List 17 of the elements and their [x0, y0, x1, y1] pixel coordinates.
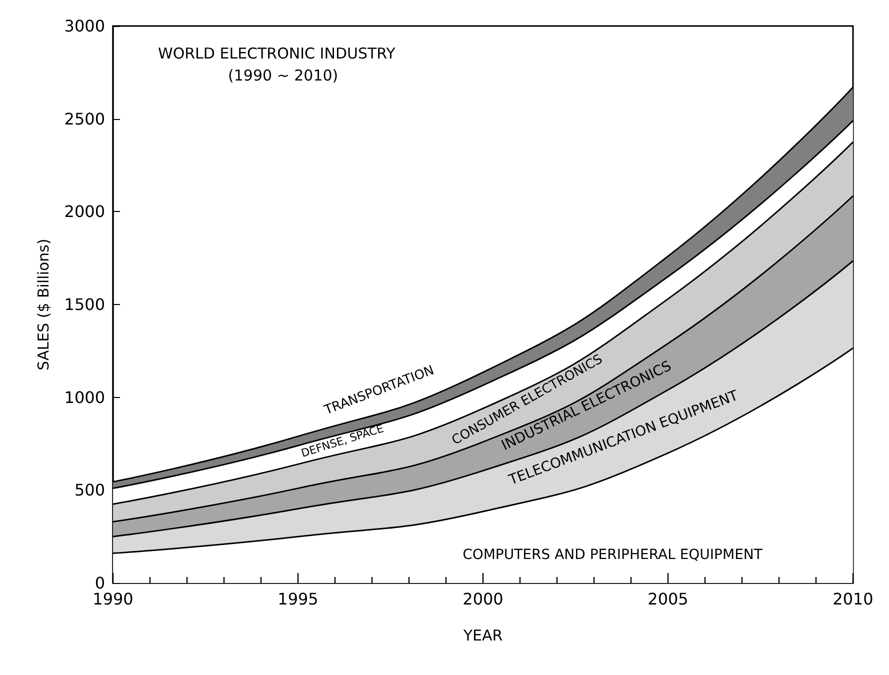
y-tick-label: 0	[94, 574, 105, 592]
y-axis-title: SALES ($ Billions)	[34, 238, 52, 370]
x-tick-label: 2000	[462, 590, 504, 608]
y-tick-label: 2500	[64, 109, 105, 128]
y-tick-label: 3000	[64, 16, 105, 36]
x-tick-label: 1990	[92, 590, 134, 608]
x-tick-label: 1995	[278, 590, 318, 608]
y-tick-label: 1000	[64, 388, 105, 407]
x-tick-label: 2010	[832, 590, 874, 608]
text: WORLD ELECTRONIC INDUSTRY	[158, 44, 396, 62]
x-axis-title: YEAR	[462, 626, 503, 644]
x-tick-label: 2005	[648, 590, 688, 608]
series-label: COMPUTERS AND PERIPHERAL EQUIPMENT	[462, 546, 763, 563]
y-tick-label: 2000	[64, 202, 105, 222]
text: (1990 ~ 2010)	[228, 66, 338, 84]
y-tick-label: 1500	[64, 295, 105, 314]
y-tick-label: 500	[74, 480, 105, 500]
